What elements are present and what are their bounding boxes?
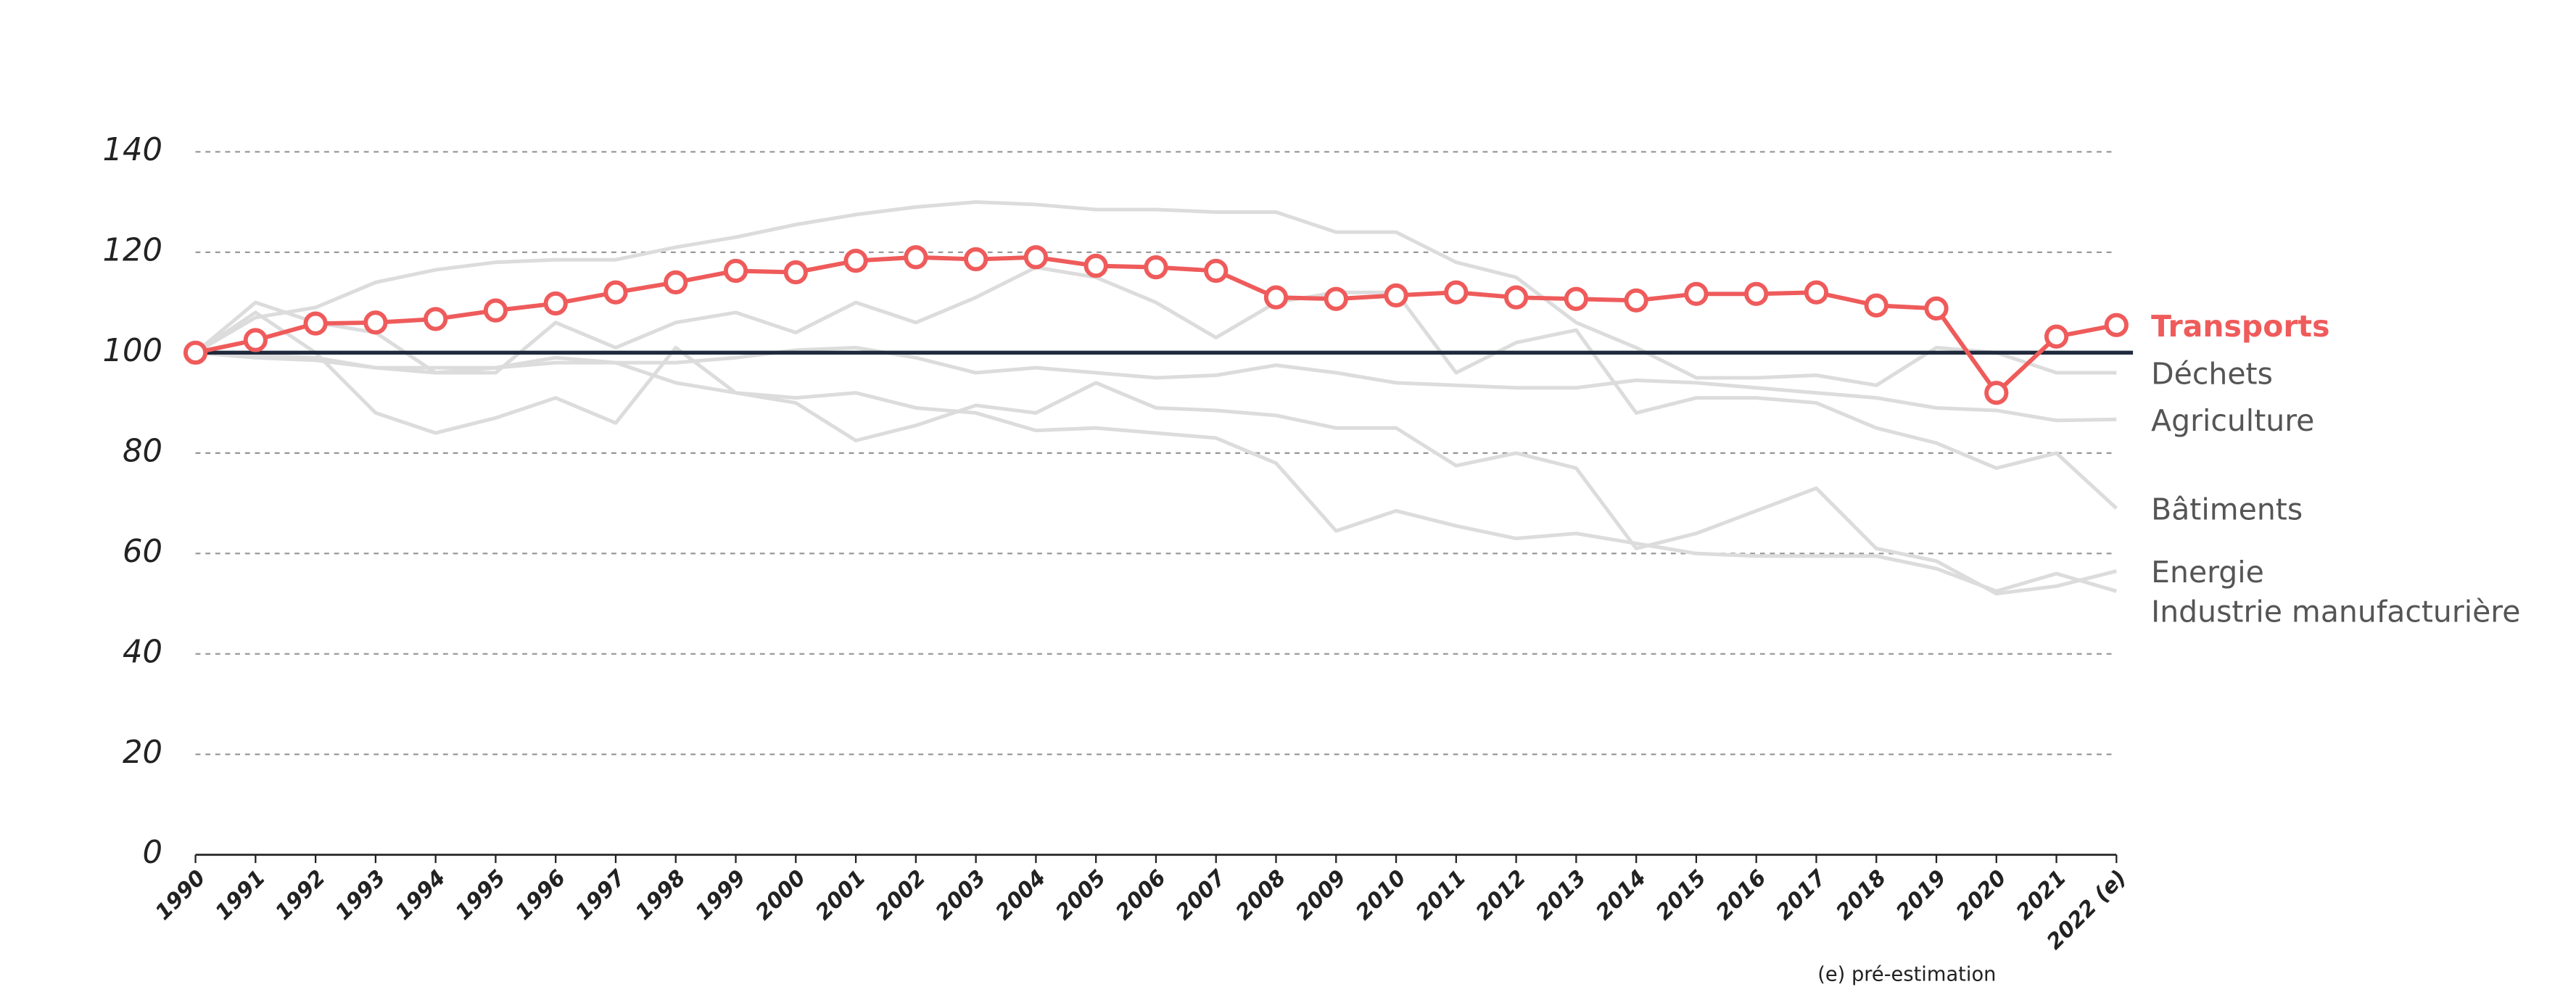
marker bbox=[1444, 280, 1469, 305]
x-tick-label: 2001 bbox=[811, 865, 870, 925]
x-tick-label: 2017 bbox=[1771, 865, 1831, 925]
marker bbox=[243, 328, 268, 352]
x-tick-label: 2014 bbox=[1591, 865, 1651, 925]
marker bbox=[904, 245, 928, 270]
marker bbox=[1684, 281, 1709, 306]
x-tick-label: 2004 bbox=[991, 865, 1050, 925]
marker bbox=[1263, 285, 1289, 310]
marker bbox=[603, 280, 628, 305]
y-tick-label: 80 bbox=[123, 433, 162, 469]
marker bbox=[1624, 288, 1648, 313]
x-tick-label: 2018 bbox=[1831, 865, 1891, 925]
x-tick-label: 1992 bbox=[271, 865, 330, 925]
x-tick-label: 1994 bbox=[390, 865, 450, 925]
marker bbox=[543, 291, 568, 316]
marker bbox=[1144, 255, 1168, 280]
x-tick-label: 2011 bbox=[1411, 865, 1471, 925]
y-tick-label: 120 bbox=[103, 232, 163, 268]
marker bbox=[1503, 285, 1529, 310]
x-tick-label: 2016 bbox=[1712, 865, 1771, 925]
x-tick-label: 2015 bbox=[1651, 865, 1711, 925]
marker bbox=[1804, 280, 1829, 305]
marker bbox=[1564, 286, 1588, 311]
marker bbox=[1744, 281, 1769, 306]
y-tick-label: 100 bbox=[103, 333, 163, 369]
marker bbox=[483, 298, 508, 323]
y-tick-label: 0 bbox=[143, 835, 163, 871]
marker bbox=[1083, 253, 1108, 278]
x-tick-label: 2006 bbox=[1111, 865, 1171, 925]
x-tick-label: 2002 bbox=[871, 865, 930, 925]
series-line bbox=[194, 310, 2117, 596]
marker bbox=[843, 248, 868, 273]
x-tick-label: 1998 bbox=[631, 865, 690, 925]
legend-label: Energie bbox=[2151, 555, 2264, 590]
marker bbox=[1984, 381, 2009, 405]
marker bbox=[424, 307, 448, 331]
x-tick-label: 1993 bbox=[331, 865, 390, 925]
legend-label: Déchets bbox=[2151, 357, 2273, 392]
series-line bbox=[194, 265, 2118, 510]
x-tick-label: 2003 bbox=[930, 865, 990, 925]
marker bbox=[723, 258, 748, 284]
legend-label: Agriculture bbox=[2151, 403, 2314, 438]
note: (e) pré-estimation bbox=[1817, 963, 1996, 985]
x-tick-label: 2010 bbox=[1351, 865, 1411, 925]
marker bbox=[664, 270, 688, 294]
legend-label: Transports bbox=[2151, 309, 2329, 344]
marker bbox=[1384, 283, 1408, 307]
marker bbox=[1204, 258, 1229, 284]
series-line bbox=[194, 200, 2117, 387]
x-tick-label: 2009 bbox=[1291, 865, 1350, 925]
x-tick-label: 2013 bbox=[1531, 865, 1590, 925]
x-tick-label: 2019 bbox=[1891, 865, 1951, 925]
x-tick-label: 2007 bbox=[1171, 865, 1231, 925]
marker bbox=[2104, 313, 2129, 337]
marker bbox=[783, 260, 808, 285]
x-tick-label: 2000 bbox=[751, 865, 810, 925]
marker bbox=[1864, 293, 1888, 318]
y-tick-label: 140 bbox=[103, 132, 163, 168]
marker bbox=[363, 310, 388, 335]
marker bbox=[1324, 286, 1348, 311]
x-tick-label: 2008 bbox=[1231, 865, 1290, 925]
marker bbox=[1924, 296, 1949, 321]
marker bbox=[2044, 324, 2069, 349]
x-tick-label: 1999 bbox=[690, 865, 750, 925]
legend-label: Industrie manufacturière bbox=[2151, 595, 2520, 629]
x-tick-label: 1997 bbox=[571, 865, 631, 925]
x-tick-label: 2005 bbox=[1051, 865, 1110, 925]
x-tick-label: 1996 bbox=[511, 865, 570, 925]
legend-label: Bâtiments bbox=[2151, 492, 2303, 527]
x-tick-label: 1990 bbox=[150, 865, 210, 925]
marker bbox=[183, 340, 208, 365]
marker bbox=[303, 311, 328, 336]
y-tick-label: 40 bbox=[123, 634, 162, 670]
y-tick-label: 20 bbox=[123, 735, 162, 771]
x-tick-label: 1995 bbox=[450, 865, 510, 925]
marker bbox=[1023, 245, 1049, 270]
y-tick-label: 60 bbox=[123, 534, 162, 570]
series-line bbox=[195, 350, 2118, 593]
x-tick-label: 2020 bbox=[1952, 865, 2011, 925]
marker bbox=[964, 247, 988, 272]
x-tick-label: 1991 bbox=[210, 865, 270, 925]
x-tick-label: 2012 bbox=[1471, 865, 1530, 925]
